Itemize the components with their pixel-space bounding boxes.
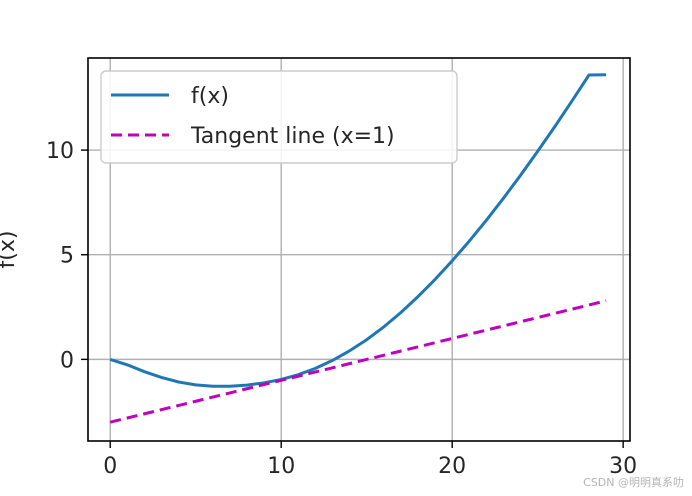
y-tick-label: 10 bbox=[46, 139, 74, 164]
x-tick-label: 0 bbox=[103, 454, 117, 479]
legend-label: Tangent line (x=1) bbox=[190, 124, 395, 149]
series-line-0 bbox=[109, 73, 607, 388]
x-tick-label: 30 bbox=[609, 454, 637, 479]
x-tick-label: 20 bbox=[438, 454, 466, 479]
series-layer bbox=[109, 73, 607, 424]
watermark: CSDN @明明真系叻 bbox=[583, 476, 684, 489]
x-tick-label: 10 bbox=[267, 454, 295, 479]
plot-frame bbox=[87, 57, 631, 442]
y-tick-label: 0 bbox=[60, 348, 74, 373]
legend-label: f(x) bbox=[191, 84, 229, 109]
ticks: 0 10 20 30 0 5 10 bbox=[46, 139, 637, 479]
legend-box bbox=[100, 70, 458, 164]
y-axis-label: f(x) bbox=[0, 231, 20, 269]
legend: f(x) Tangent line (x=1) bbox=[100, 70, 458, 164]
y-tick-label: 5 bbox=[60, 244, 74, 269]
series-line-1 bbox=[109, 299, 607, 424]
